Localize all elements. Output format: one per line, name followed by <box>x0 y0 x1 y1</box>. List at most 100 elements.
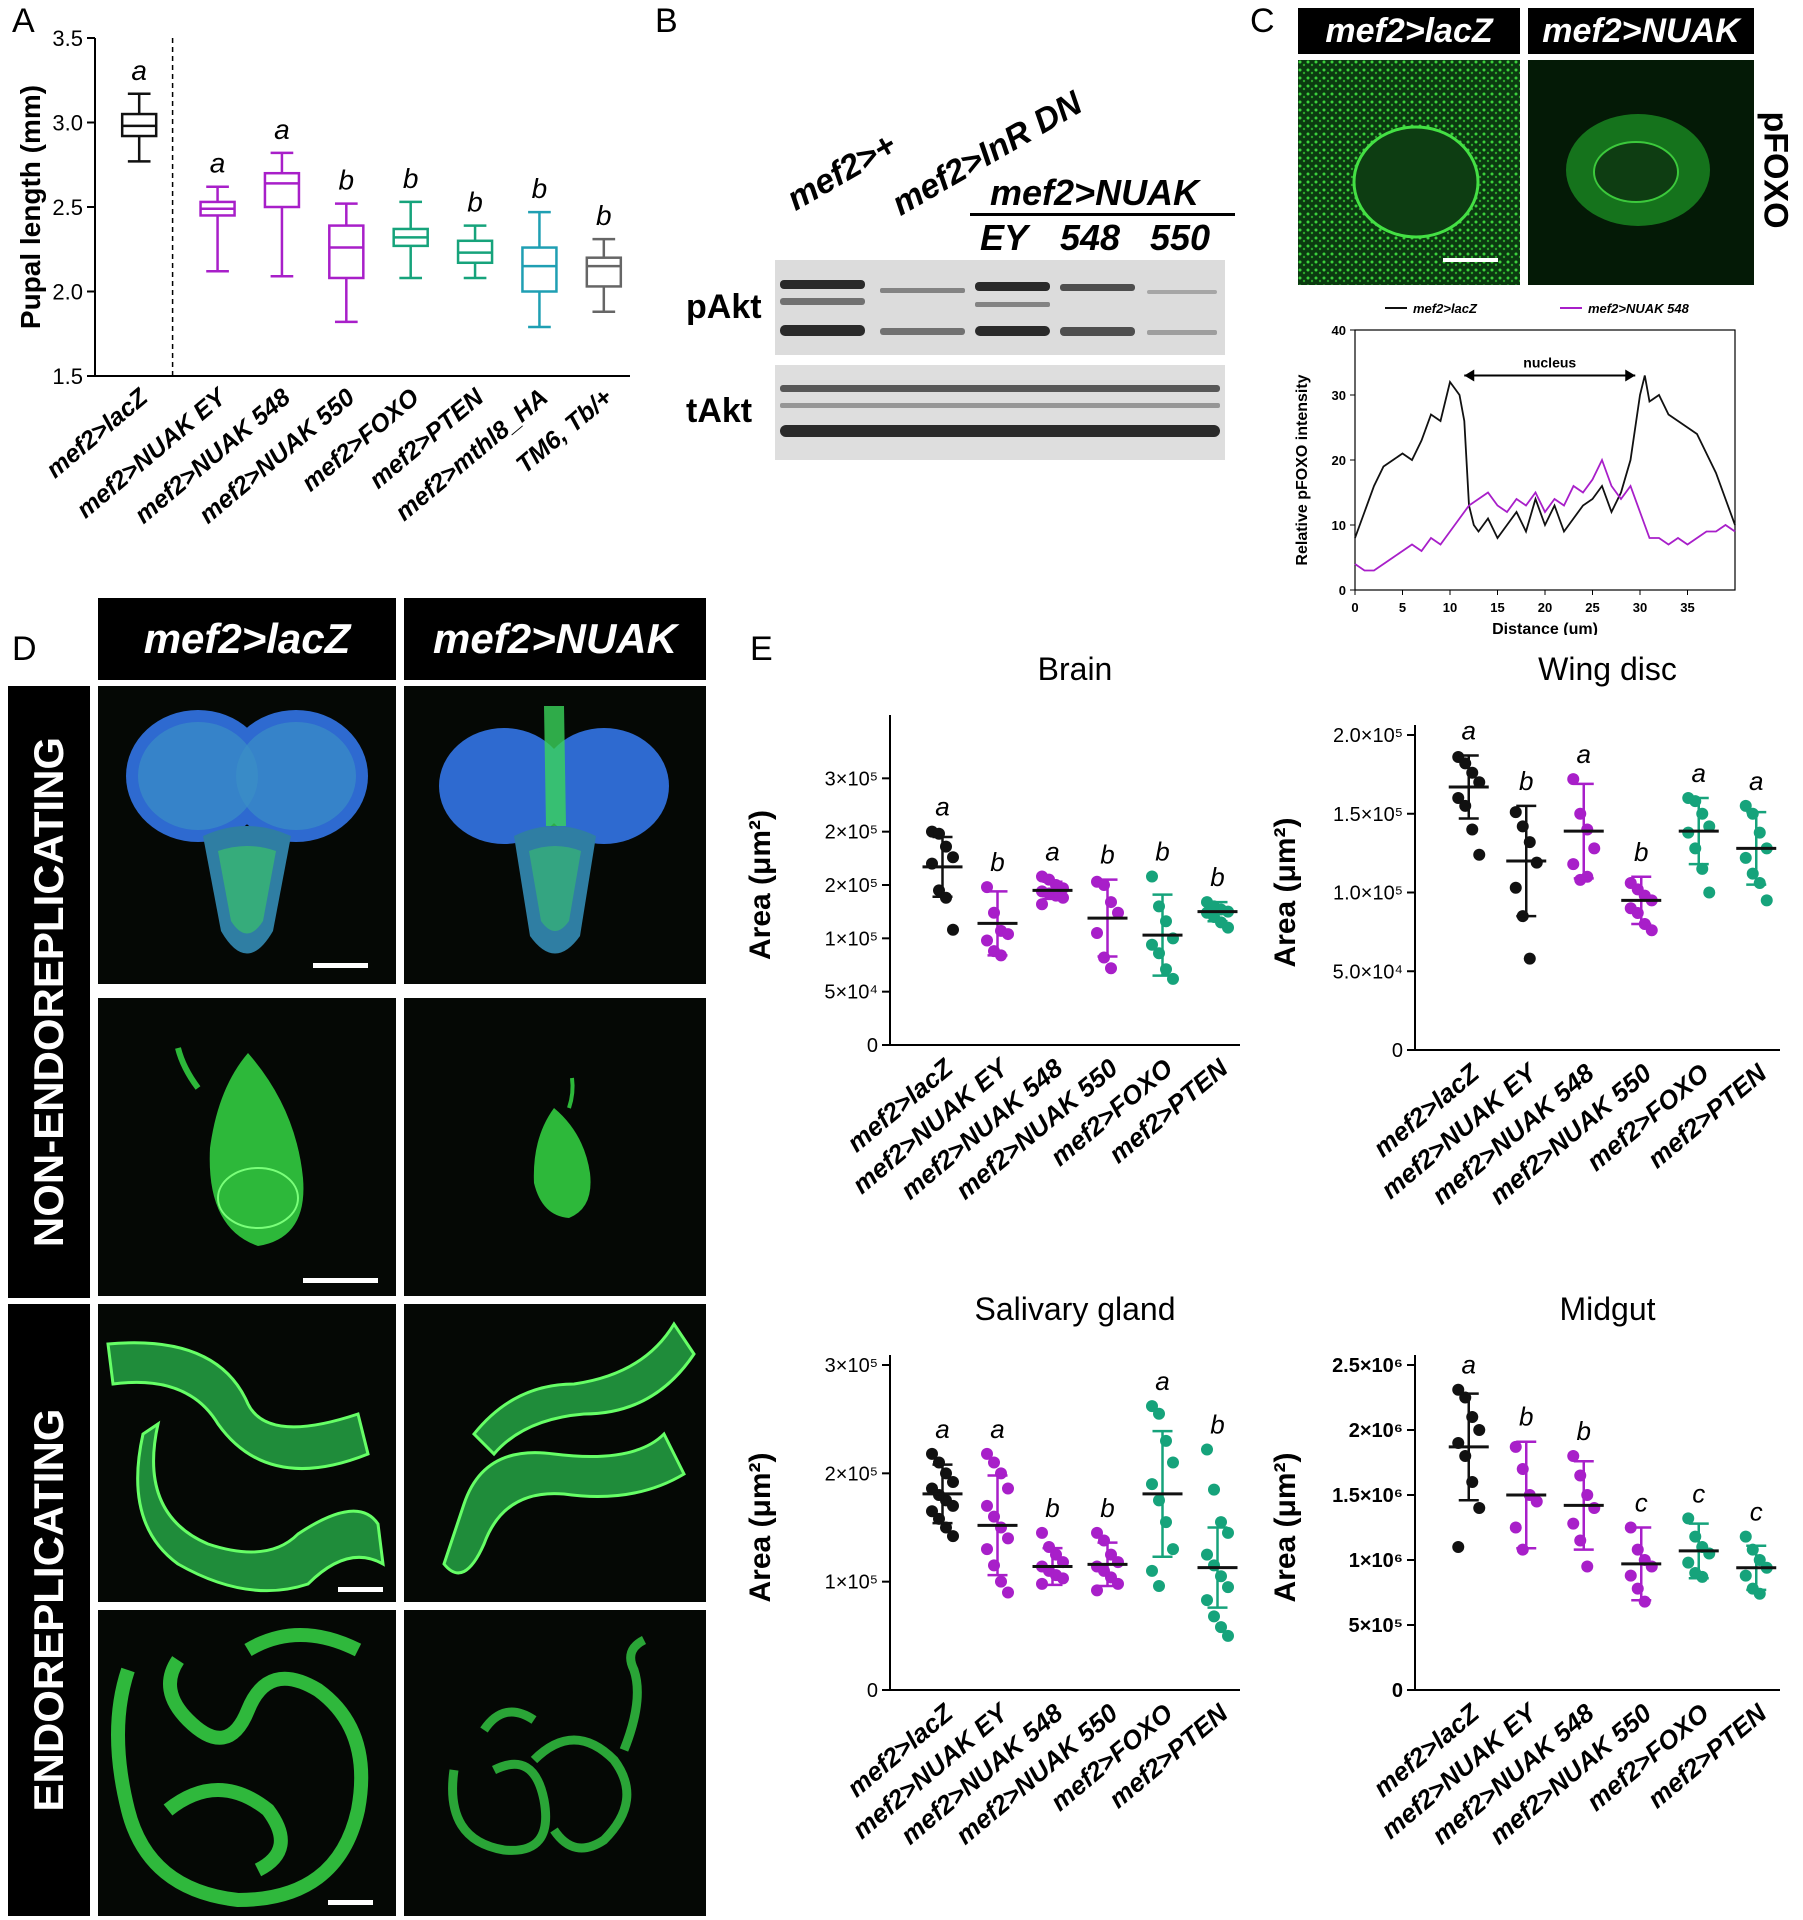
e-data-point <box>1696 862 1709 875</box>
e-data-point <box>1057 1572 1069 1585</box>
e-significance-letter: c <box>1692 1478 1705 1508</box>
brain-image-lacz <box>98 686 396 984</box>
e-data-point <box>1509 881 1522 894</box>
c-x-tick-label: 30 <box>1633 600 1647 615</box>
e-y-tick-label: 2.0×10⁵ <box>1333 725 1403 747</box>
panel-d-header-lacz: mef2>lacZ <box>98 598 396 680</box>
e-data-point <box>947 1530 959 1543</box>
e-data-point <box>1002 1532 1014 1545</box>
e-data-point <box>1624 1521 1637 1534</box>
e-data-point <box>1530 1495 1543 1508</box>
e-data-point <box>1466 823 1479 836</box>
e-data-point <box>1509 1521 1522 1534</box>
e-significance-letter: a <box>935 792 949 822</box>
c-legend-label: mef2>lacZ <box>1413 301 1478 316</box>
panel-e-midgut-chart: Midgut 0 5×10⁵ 1×10⁶ 1.5×10⁶ 2×10⁶ 2.5×10⁶ Area… <box>1270 1291 1780 1850</box>
e-data-point <box>1509 806 1522 819</box>
c-y-tick-label: 20 <box>1332 453 1346 468</box>
e-data-point <box>1146 870 1158 883</box>
e-data-point <box>1036 898 1048 911</box>
panel-c-side-label: pFOXO <box>1750 100 1800 240</box>
a-significance-letter: b <box>532 173 548 204</box>
a-box <box>263 171 301 209</box>
e-data-point <box>1201 1443 1213 1456</box>
e-data-point <box>1567 858 1580 871</box>
panel-letter-b: B <box>655 2 678 40</box>
e-data-point <box>1222 1526 1234 1539</box>
e-data-point <box>1452 792 1465 804</box>
a-y-tick-label: 2.5 <box>52 195 83 220</box>
e-significance-letter: c <box>1750 1497 1763 1527</box>
e-significance-letter: a <box>990 1414 1004 1444</box>
e-data-point <box>1036 1577 1048 1590</box>
side-label-endoreplicating: ENDOREPLICATING <box>8 1304 90 1916</box>
panel-c-line-profile: 0 10 20 30 40 0 5 10 15 20 25 30 35 Distance (um) Rela… <box>1294 301 1736 635</box>
e-data-point <box>926 1447 938 1460</box>
e-data-point <box>940 1521 952 1534</box>
e-data-point <box>947 1499 959 1512</box>
e-data-point <box>1002 928 1014 941</box>
e-data-point <box>947 851 959 864</box>
panel-letter-d: D <box>12 630 37 668</box>
wing-disc-image-lacz <box>98 998 396 1296</box>
e-y-tick-label: 1.0×10⁵ <box>1333 883 1403 905</box>
a-significance-letter: b <box>339 165 355 196</box>
a-significance-letter: b <box>467 187 483 218</box>
e-y-tick-label: 0 <box>867 1035 878 1057</box>
e-significance-letter: a <box>1045 836 1059 866</box>
e-data-point <box>981 1499 993 1512</box>
e-data-point <box>1112 1556 1124 1569</box>
e-data-point <box>1146 1564 1158 1577</box>
e-data-point <box>1588 842 1601 855</box>
e-data-point <box>1682 826 1695 839</box>
e-y-tick-label: 2×10⁶ <box>1349 1420 1403 1442</box>
e-data-point <box>1567 1450 1580 1462</box>
salivary-gland-image-nuak <box>404 1304 706 1602</box>
e-data-point <box>1201 1594 1213 1607</box>
e-data-point <box>1222 1581 1234 1594</box>
e-data-point <box>1739 1530 1752 1543</box>
e-significance-letter: b <box>1210 862 1224 892</box>
e-data-point <box>1530 856 1543 869</box>
e-y-tick-label: 1×10⁵ <box>825 1572 878 1594</box>
salivary-gland-image-lacz <box>98 1304 396 1602</box>
pfoxo-image-nuak <box>1528 60 1754 285</box>
e-data-point <box>1739 1569 1752 1582</box>
a-significance-letter: b <box>596 200 612 231</box>
e-significance-letter: b <box>1100 840 1114 870</box>
e-significance-letter: a <box>935 1414 949 1444</box>
e-data-point <box>1452 1541 1465 1553</box>
e-data-point <box>1146 938 1158 951</box>
e-data-point <box>1645 924 1658 937</box>
e-significance-letter: c <box>1635 1488 1648 1518</box>
pfoxo-label: pFOXO <box>1756 111 1795 229</box>
a-y-tick-label: 3.0 <box>52 111 83 136</box>
a-y-tick-label: 1.5 <box>52 364 83 389</box>
a-y-tick-label: 3.5 <box>52 26 83 51</box>
blot-pakt <box>775 260 1225 355</box>
panel-c-header-nuak: mef2>NUAK <box>1528 8 1754 54</box>
a-significance-letter: a <box>210 148 226 179</box>
e-data-point <box>1739 851 1752 864</box>
e-y-tick-label: 3×10⁵ <box>825 1355 878 1377</box>
e-data-point <box>1567 1517 1580 1530</box>
e-y-tick-label: 2×10⁵ <box>825 822 878 844</box>
lane-label-mef2-plus: mef2>+ <box>780 125 903 219</box>
e-data-point <box>1002 1482 1014 1495</box>
e-data-point <box>1208 1610 1220 1623</box>
e-data-point <box>1523 952 1536 965</box>
e-data-point <box>1222 921 1234 934</box>
e-data-point <box>1739 799 1752 812</box>
e-significance-letter: b <box>1577 1416 1591 1446</box>
c-x-tick-label: 5 <box>1399 600 1406 615</box>
e-data-point <box>1002 1586 1014 1599</box>
e-significance-letter: b <box>1210 1410 1224 1440</box>
e-data-point <box>1112 1577 1124 1590</box>
a-y-axis-label: Pupal length (mm) <box>15 85 46 329</box>
e-data-point <box>1146 1400 1158 1413</box>
e-chart-title: Midgut <box>1559 1291 1655 1327</box>
c-y-tick-label: 10 <box>1332 518 1346 533</box>
e-data-point <box>981 1447 993 1460</box>
e-data-point <box>1112 906 1124 919</box>
e-y-axis-label: Area (μm²) <box>744 810 777 960</box>
